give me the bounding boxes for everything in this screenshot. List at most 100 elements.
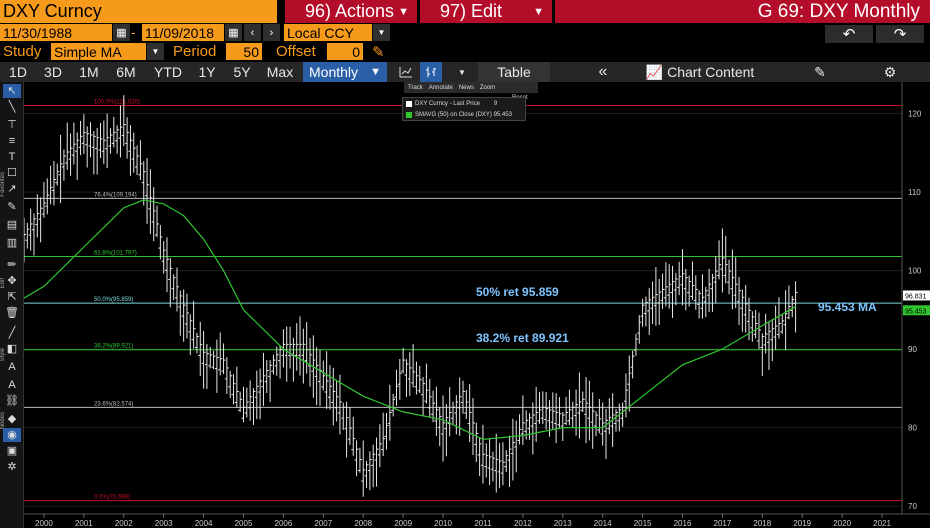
period-6m[interactable]: 6M: [116, 64, 136, 80]
swatch-icon: [406, 111, 412, 118]
period-toolbar: 1D 3D 1M 6M YTD 1Y 5Y Max Monthly ▼ ▼ Ta…: [0, 62, 930, 82]
shape-tool-icon[interactable]: ☐: [7, 167, 17, 179]
node-edit-icon[interactable]: ◉: [3, 428, 21, 442]
fib-tool-icon[interactable]: ≡: [8, 135, 16, 147]
period-ytd[interactable]: YTD: [154, 64, 182, 80]
track-option[interactable]: Track: [408, 84, 423, 91]
y-tick-label: 110: [908, 188, 921, 197]
edit-label: Edit: [0, 278, 6, 289]
undo-button[interactable]: ↶: [825, 25, 873, 43]
chevron-left-icon[interactable]: ‹: [244, 24, 261, 41]
pen-tool-icon[interactable]: ✎: [7, 201, 17, 213]
move-icon[interactable]: ✥: [7, 275, 17, 287]
end-date-field[interactable]: 11/09/2018: [142, 24, 224, 41]
calendar-icon[interactable]: ▦: [113, 24, 130, 41]
channel-tool-icon[interactable]: ▤: [6, 219, 18, 231]
text-tool-icon[interactable]: T: [8, 151, 16, 163]
hline-tool-icon[interactable]: ⊤: [7, 119, 17, 131]
frequency-select[interactable]: Monthly ▼: [303, 62, 387, 82]
legend-label: DXY Curncy - Last Price: [415, 100, 480, 107]
edit-label: 97) Edit: [440, 1, 503, 21]
news-option[interactable]: News: [458, 84, 474, 91]
period-1d[interactable]: 1D: [9, 64, 27, 80]
node-add-icon[interactable]: ▣: [6, 445, 18, 457]
period-1y[interactable]: 1Y: [198, 64, 216, 80]
x-tick-label: 2009: [394, 519, 412, 528]
x-tick-label: 2013: [554, 519, 572, 528]
x-tick-label: 2003: [155, 519, 173, 528]
fill-icon[interactable]: ◧: [6, 343, 18, 355]
arrow-tool-icon[interactable]: ↗: [7, 183, 17, 195]
legend-label: SMAVG (50) on Close (DXY) 95.453: [415, 111, 512, 118]
double-chevron-left-icon[interactable]: «: [598, 63, 608, 80]
font-size-icon[interactable]: A: [8, 361, 16, 373]
fib-label: 76.4%(109.194): [94, 192, 137, 198]
table-button[interactable]: Table: [478, 62, 550, 82]
legend-box: DXY Curncy - Last Price 9 SMAVG (50) on …: [402, 97, 526, 121]
caret-down-icon[interactable]: ▼: [147, 43, 164, 60]
start-date-field[interactable]: 11/30/1988: [0, 24, 112, 41]
resize-icon[interactable]: ⇱: [7, 291, 17, 303]
cursor-icon[interactable]: ↖: [3, 84, 21, 98]
chart-axes: 70 80 90 100 110 120 2000 2001 2002 2003 2004 2005 2…: [24, 82, 930, 528]
period-max[interactable]: Max: [266, 64, 294, 80]
chart-grid: [24, 113, 902, 507]
price-chart[interactable]: 100.0%(121.020) 76.4%(109.194) 61.8%(101.7…: [24, 82, 930, 528]
y-tick-label: 80: [908, 424, 917, 433]
actions-menu[interactable]: 96) Actions ▼: [285, 0, 417, 23]
annotate-option[interactable]: Annotate: [428, 84, 453, 91]
x-tick-label: 2000: [35, 519, 53, 528]
period-1m[interactable]: 1M: [79, 64, 99, 80]
period-5y[interactable]: 5Y: [233, 64, 251, 80]
chart-mode-menu: Track Annotate News Zoom: [404, 82, 538, 93]
ret50-annotation: 50% ret 95.859: [476, 285, 559, 299]
period-input[interactable]: 50: [226, 43, 262, 60]
caret-down-icon: ▼: [398, 5, 409, 18]
x-tick-label: 2015: [634, 519, 652, 528]
y-tick-label: 120: [908, 110, 922, 119]
text-color-icon[interactable]: A: [8, 379, 16, 391]
ma-marker: [903, 305, 930, 316]
pencil-icon[interactable]: ✎: [372, 44, 385, 61]
x-tick-label: 2019: [793, 519, 811, 528]
study-label: Study: [3, 43, 42, 60]
calendar-icon[interactable]: ▦: [225, 24, 242, 41]
chart-content-button[interactable]: 📈 Chart Content: [640, 62, 760, 82]
study-select[interactable]: Simple MA: [51, 43, 146, 60]
x-tick-label: 2021: [873, 519, 891, 528]
pencil-icon[interactable]: ✏: [7, 259, 17, 271]
line-chart-icon[interactable]: [395, 62, 417, 82]
offset-label: Offset: [276, 43, 316, 60]
settings-icon[interactable]: ✲: [7, 461, 17, 473]
y-tick-label: 70: [908, 502, 917, 511]
bar-chart-icon[interactable]: [420, 62, 442, 82]
line-tool-icon[interactable]: ╲: [8, 101, 16, 113]
edit-chart-icon[interactable]: ✎: [814, 63, 826, 80]
fib-label: 0.0%(70.698): [94, 495, 130, 501]
nodes-label: Nodes: [0, 412, 6, 430]
chevron-right-icon[interactable]: ›: [263, 24, 280, 41]
period-3d[interactable]: 3D: [44, 64, 62, 80]
offset-input[interactable]: 0: [327, 43, 363, 60]
price-bars: [24, 95, 798, 497]
ma-price-label: 95.453: [905, 308, 927, 315]
gear-icon[interactable]: ⚙: [883, 63, 897, 80]
redo-button[interactable]: ↷: [876, 25, 924, 43]
node-icon[interactable]: ◆: [7, 413, 17, 425]
ticker-field[interactable]: DXY Curncy: [0, 0, 277, 23]
currency-field[interactable]: Local CCY: [284, 24, 372, 41]
grid-tool-icon[interactable]: ▥: [6, 237, 18, 249]
x-tick-label: 2017: [714, 519, 732, 528]
ret382-annotation: 38.2% ret 89.921: [476, 331, 569, 345]
caret-down-icon[interactable]: ▼: [458, 67, 466, 77]
link-icon[interactable]: ⛓: [5, 395, 19, 407]
last-price-label: 96.831: [905, 293, 927, 300]
brush-icon[interactable]: ╱: [8, 327, 16, 339]
trash-icon[interactable]: 🗑: [5, 307, 19, 319]
zoom-option[interactable]: Zoom: [479, 84, 496, 91]
caret-down-icon[interactable]: ▼: [373, 24, 390, 41]
edit-menu[interactable]: 97) Edit ▼: [420, 0, 552, 23]
frequency-label: Monthly: [309, 64, 359, 80]
x-tick-label: 2004: [195, 519, 213, 528]
fib-label: 100.0%(121.020): [94, 100, 140, 106]
